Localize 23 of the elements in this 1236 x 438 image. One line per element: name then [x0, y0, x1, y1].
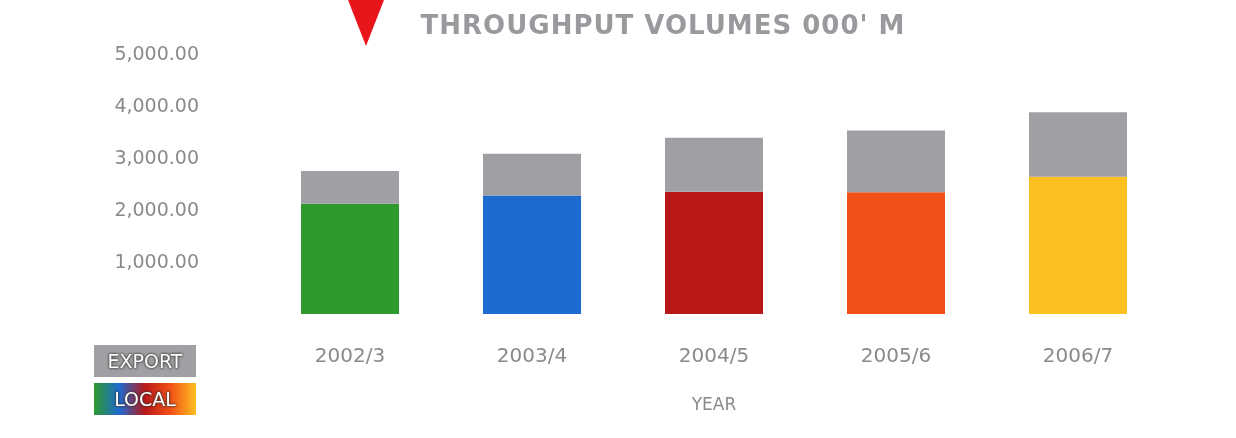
bar — [1029, 112, 1127, 177]
bar — [483, 153, 581, 196]
bar — [847, 192, 945, 314]
x-axis-title: YEAR — [690, 394, 737, 414]
bar — [301, 171, 399, 204]
chart-title: THROUGHPUT VOLUMES 000' M — [419, 10, 907, 40]
y-tick-label: 3,000.00 — [114, 146, 199, 168]
x-tick-label: 2004/5 — [678, 343, 750, 367]
bar — [483, 195, 581, 314]
y-tick-label: 2,000.00 — [114, 198, 199, 220]
x-tick-label: 2003/4 — [496, 343, 568, 367]
bar — [847, 130, 945, 193]
y-tick-label: 5,000.00 — [114, 42, 199, 64]
bar — [665, 137, 763, 192]
x-tick-label: 2005/6 — [860, 343, 932, 367]
y-tick-label: 1,000.00 — [114, 250, 199, 272]
y-tick-label: 4,000.00 — [114, 94, 199, 116]
x-tick-label: 2006/7 — [1042, 343, 1114, 367]
text: EXPORT — [107, 350, 183, 372]
x-tick-label: 2002/3 — [314, 343, 386, 367]
bar — [301, 203, 399, 314]
bar — [1029, 176, 1127, 314]
bar — [665, 191, 763, 314]
